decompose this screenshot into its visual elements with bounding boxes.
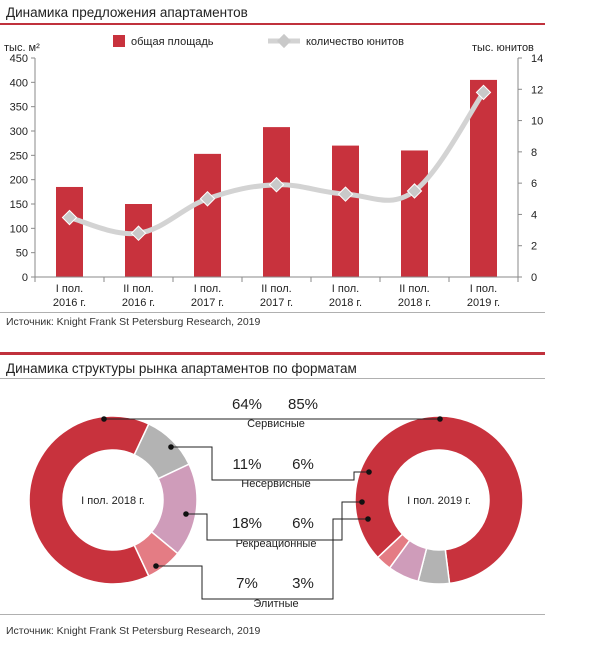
x-tick-label: I пол. bbox=[194, 283, 221, 295]
y-tick-label: 100 bbox=[10, 223, 28, 235]
leader-dot-elite-2019 bbox=[365, 516, 371, 522]
donut-2019-slice bbox=[376, 533, 411, 570]
x-tick-label: II пол. bbox=[123, 283, 153, 295]
donut-2019-center-label: I пол. 2019 г. bbox=[407, 495, 471, 507]
bar bbox=[470, 79, 497, 278]
y-tick-label: 250 bbox=[10, 150, 28, 162]
segment-label: Сервисные bbox=[247, 418, 305, 430]
x-tick-label-year: 2017 г. bbox=[260, 297, 293, 309]
bar-line-chart: общая площадь количество юнитов тыс. м² тыс… bbox=[4, 33, 543, 309]
bar bbox=[263, 127, 290, 278]
share-2018-value: 64% bbox=[232, 396, 262, 413]
leader-dot-elite-2018 bbox=[153, 563, 159, 569]
bar bbox=[56, 186, 83, 277]
y-tick-label: 150 bbox=[10, 199, 28, 211]
leader-dot-service-2019 bbox=[437, 416, 443, 422]
share-2019-value: 6% bbox=[292, 456, 314, 473]
y2-tick-label: 0 bbox=[531, 272, 537, 284]
units-marker bbox=[199, 191, 216, 207]
share-2019-value: 3% bbox=[292, 575, 314, 592]
units-marker bbox=[406, 183, 423, 199]
leader-dot-service-2018 bbox=[101, 416, 107, 422]
x-tick-label: II пол. bbox=[261, 283, 291, 295]
y-tick-label: 300 bbox=[10, 126, 28, 138]
x-tick-label: I пол. bbox=[56, 283, 83, 295]
leader-dot-recreation-2019 bbox=[359, 499, 365, 505]
donut-2018-center-label: I пол. 2018 г. bbox=[81, 495, 145, 507]
leader-dot-nonservice-2018 bbox=[168, 444, 174, 450]
share-2019-value: 6% bbox=[292, 515, 314, 532]
donut-2018-slice bbox=[28, 415, 150, 585]
y2-tick-label: 2 bbox=[531, 241, 537, 253]
units-marker bbox=[337, 186, 354, 202]
donut-chart-title: Динамика структуры рынка апартаментов по… bbox=[6, 361, 357, 376]
leader-dot-recreation-2018 bbox=[183, 511, 189, 517]
y2-tick-label: 4 bbox=[531, 209, 537, 221]
y-tick-label: 450 bbox=[10, 53, 28, 65]
legend-bar-swatch bbox=[113, 35, 125, 47]
x-tick-label-year: 2017 г. bbox=[191, 297, 224, 309]
leader-line-nonservice bbox=[171, 446, 369, 481]
donut-source-rule bbox=[0, 614, 545, 615]
y-tick-label: 200 bbox=[10, 175, 28, 187]
donut-title-underline bbox=[0, 378, 545, 379]
y-axis-unit-label: тыс. м² bbox=[4, 42, 40, 54]
y2-tick-label: 6 bbox=[531, 178, 537, 190]
y-tick-label: 400 bbox=[10, 77, 28, 89]
x-tick-label: I пол. bbox=[332, 283, 359, 295]
x-tick-label: I пол. bbox=[470, 283, 497, 295]
y2-tick-label: 14 bbox=[531, 53, 543, 65]
bar-chart-title-rule bbox=[0, 23, 545, 25]
bar-chart-source: Источник: Knight Frank St Petersburg Res… bbox=[6, 316, 261, 328]
x-tick-label-year: 2016 г. bbox=[53, 297, 86, 309]
segment-label: Элитные bbox=[253, 598, 298, 610]
units-marker bbox=[475, 84, 492, 101]
x-tick-label-year: 2018 г. bbox=[398, 297, 431, 309]
legend-bar-label: общая площадь bbox=[131, 36, 214, 48]
bar-chart-title: Динамика предложения апартаментов bbox=[6, 5, 248, 20]
donut-chart-source: Источник: Knight Frank St Petersburg Res… bbox=[6, 625, 261, 637]
units-marker bbox=[61, 209, 78, 226]
bar bbox=[332, 145, 359, 277]
donut-2018-slice bbox=[133, 530, 179, 578]
x-tick-label-year: 2016 г. bbox=[122, 297, 155, 309]
share-2019-value: 85% bbox=[288, 396, 318, 413]
y-tick-label: 350 bbox=[10, 102, 28, 114]
bar bbox=[401, 150, 428, 277]
segment-label: Несервисные bbox=[241, 478, 310, 490]
leader-line-elite bbox=[156, 518, 368, 600]
y2-tick-label: 10 bbox=[531, 116, 543, 128]
legend-line-label: количество юнитов bbox=[306, 36, 404, 48]
y2-axis-unit-label: тыс. юнитов bbox=[472, 42, 534, 54]
legend-line-marker bbox=[276, 33, 292, 49]
bar bbox=[194, 153, 221, 277]
donut-section-rule bbox=[0, 352, 545, 355]
units-marker bbox=[130, 225, 147, 241]
x-tick-label-year: 2018 г. bbox=[329, 297, 362, 309]
y2-tick-label: 12 bbox=[531, 84, 543, 96]
x-tick-label: II пол. bbox=[399, 283, 429, 295]
share-2018-value: 7% bbox=[236, 575, 258, 592]
x-tick-label-year: 2019 г. bbox=[467, 297, 500, 309]
donut-2019-slice bbox=[354, 415, 524, 585]
bar-chart-source-rule bbox=[0, 312, 545, 313]
units-marker bbox=[268, 176, 285, 193]
y2-tick-label: 8 bbox=[531, 147, 537, 159]
leader-line-recreation bbox=[186, 501, 362, 541]
share-2018-value: 11% bbox=[233, 456, 262, 473]
share-2018-value: 18% bbox=[232, 515, 262, 532]
leader-dot-nonservice-2019 bbox=[366, 469, 372, 475]
y-tick-label: 50 bbox=[16, 248, 28, 260]
y-tick-label: 0 bbox=[22, 272, 28, 284]
segment-label: Рекреационные bbox=[236, 538, 317, 550]
donut-charts: I пол. 2018 г. I пол. 2019 г. 64% 85% Сервис… bbox=[28, 396, 524, 610]
